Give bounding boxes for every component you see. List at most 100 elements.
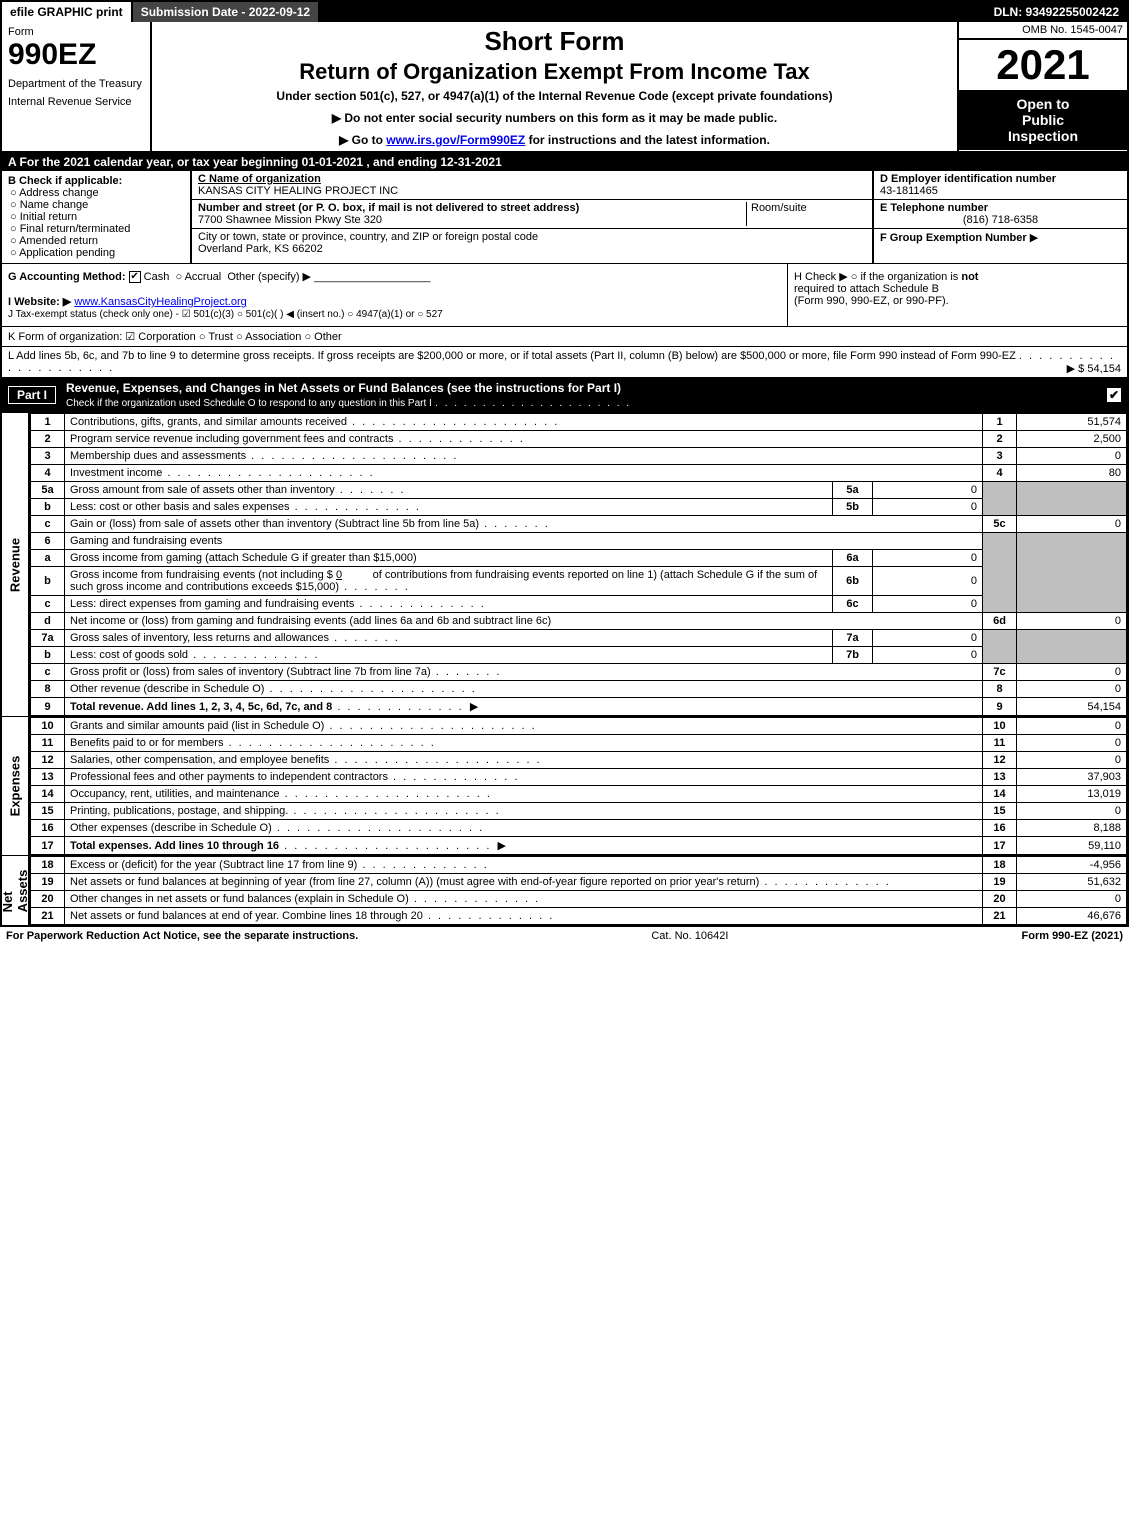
table-row: 3Membership dues and assessments30 [31, 448, 1127, 465]
table-row: dNet income or (loss) from gaming and fu… [31, 613, 1127, 630]
table-row: 15Printing, publications, postage, and s… [31, 803, 1127, 820]
footer-left: For Paperwork Reduction Act Notice, see … [6, 930, 358, 942]
part-1-tag: Part I [8, 386, 56, 404]
footer-right: Form 990-EZ (2021) [1022, 930, 1124, 942]
ein: 43-1811465 [880, 185, 938, 197]
table-row: 5aGross amount from sale of assets other… [31, 482, 1127, 499]
chk-address-change[interactable]: Address change [10, 187, 184, 199]
table-row: 21Net assets or fund balances at end of … [31, 908, 1127, 925]
table-row: bLess: cost of goods sold7b0 [31, 647, 1127, 664]
form-word: Form [8, 26, 144, 38]
room-suite-lbl: Room/suite [751, 202, 807, 214]
goto-pre: Go to [352, 133, 387, 147]
table-row: cGross profit or (loss) from sales of in… [31, 664, 1127, 681]
line-a: A For the 2021 calendar year, or tax yea… [2, 153, 1127, 171]
block-b-to-f: B Check if applicable: Address change Na… [2, 171, 1127, 264]
chk-cash[interactable] [129, 271, 141, 283]
dept-treasury: Department of the Treasury [8, 78, 144, 90]
chk-amended-return[interactable]: Amended return [10, 235, 184, 247]
expenses-table: 10Grants and similar amounts paid (list … [30, 717, 1127, 855]
short-form-title: Short Form [158, 26, 951, 57]
e-lbl: E Telephone number [880, 202, 988, 214]
table-row: 10Grants and similar amounts paid (list … [31, 718, 1127, 735]
net-assets-section: Net Assets 18Excess or (deficit) for the… [2, 855, 1127, 925]
line-k: K Form of organization: ☑ Corporation ○ … [2, 327, 1127, 347]
table-row: 17Total expenses. Add lines 10 through 1… [31, 837, 1127, 855]
table-row: 2Program service revenue including gover… [31, 431, 1127, 448]
irs-link[interactable]: www.irs.gov/Form990EZ [386, 133, 525, 147]
table-row: aGross income from gaming (attach Schedu… [31, 550, 1127, 567]
chk-initial-return[interactable]: Initial return [10, 211, 184, 223]
table-row: 7aGross sales of inventory, less returns… [31, 630, 1127, 647]
g-cash: Cash [144, 271, 170, 283]
l-text: L Add lines 5b, 6c, and 7b to line 9 to … [8, 350, 1016, 362]
goto-post: for instructions and the latest informat… [529, 133, 770, 147]
table-row: bLess: cost or other basis and sales exp… [31, 499, 1127, 516]
footer-cat-no: Cat. No. 10642I [358, 930, 1021, 942]
table-row: 9Total revenue. Add lines 1, 2, 3, 4, 5c… [31, 698, 1127, 716]
table-row: 8Other revenue (describe in Schedule O)8… [31, 681, 1127, 698]
open-line-3: Inspection [963, 128, 1123, 144]
omb-number: OMB No. 1545-0047 [959, 22, 1127, 40]
open-line-2: Public [963, 112, 1123, 128]
table-row: 20Other changes in net assets or fund ba… [31, 891, 1127, 908]
expenses-section: Expenses 10Grants and similar amounts pa… [2, 716, 1127, 855]
block-g-h: G Accounting Method: Cash ○ Accrual Othe… [2, 264, 1127, 327]
telephone: (816) 718-6358 [880, 214, 1121, 226]
tax-year: 2021 [959, 40, 1127, 90]
table-row: 18Excess or (deficit) for the year (Subt… [31, 857, 1127, 874]
sidebar-revenue: Revenue [8, 537, 23, 591]
part-1-header: Part I Revenue, Expenses, and Changes in… [2, 378, 1127, 412]
top-bar: efile GRAPHIC print Submission Date - 20… [2, 2, 1127, 22]
page-footer: For Paperwork Reduction Act Notice, see … [0, 927, 1129, 945]
l-amount: ▶ $ 54,154 [1067, 362, 1121, 375]
org-city: Overland Park, KS 66202 [198, 243, 323, 255]
c-city-lbl: City or town, state or province, country… [198, 231, 538, 243]
line-l: L Add lines 5b, 6c, and 7b to line 9 to … [2, 347, 1127, 378]
revenue-table: 1Contributions, gifts, grants, and simil… [30, 413, 1127, 716]
dln: DLN: 93492255002422 [986, 2, 1127, 22]
sidebar-net-assets: Net Assets [0, 869, 30, 912]
table-row: 13Professional fees and other payments t… [31, 769, 1127, 786]
table-row: 14Occupancy, rent, utilities, and mainte… [31, 786, 1127, 803]
submission-date: Submission Date - 2022-09-12 [133, 2, 320, 22]
website-link[interactable]: www.KansasCityHealingProject.org [74, 296, 246, 308]
part-1-title: Revenue, Expenses, and Changes in Net As… [66, 381, 621, 395]
h-not: not [961, 271, 978, 283]
table-row: 1Contributions, gifts, grants, and simil… [31, 414, 1127, 431]
part-1-checkbox[interactable]: ✔ [1107, 388, 1121, 402]
dept-irs: Internal Revenue Service [8, 96, 144, 108]
table-row: 6Gaming and fundraising events [31, 533, 1127, 550]
revenue-section: Revenue 1Contributions, gifts, grants, a… [2, 412, 1127, 716]
org-address: 7700 Shawnee Mission Pkwy Ste 320 [198, 214, 382, 226]
warning-ssn: Do not enter social security numbers on … [158, 111, 951, 125]
chk-name-change[interactable]: Name change [10, 199, 184, 211]
b-header: B Check if applicable: [8, 175, 184, 187]
chk-application-pending[interactable]: Application pending [10, 247, 184, 259]
g-accrual: Accrual [185, 271, 222, 283]
form-title: Return of Organization Exempt From Incom… [158, 59, 951, 85]
f-arrow: ▶ [1030, 232, 1038, 244]
c-name-lbl: C Name of organization [198, 173, 321, 185]
table-row: 12Salaries, other compensation, and empl… [31, 752, 1127, 769]
table-row: bGross income from fundraising events (n… [31, 567, 1127, 596]
h-line3: (Form 990, 990-EZ, or 990-PF). [794, 295, 949, 307]
form-number: 990EZ [8, 38, 144, 72]
chk-final-return[interactable]: Final return/terminated [10, 223, 184, 235]
g-lbl: G Accounting Method: [8, 271, 126, 283]
h-line2: required to attach Schedule B [794, 283, 939, 295]
g-other: Other (specify) ▶ [227, 271, 311, 283]
open-inspection: Open to Public Inspection [959, 90, 1127, 150]
part-1-sub: Check if the organization used Schedule … [66, 398, 432, 409]
table-row: 16Other expenses (describe in Schedule O… [31, 820, 1127, 837]
f-lbl: F Group Exemption Number [880, 232, 1027, 244]
d-lbl: D Employer identification number [880, 173, 1056, 185]
c-addr-lbl: Number and street (or P. O. box, if mail… [198, 202, 579, 214]
i-lbl: I Website: ▶ [8, 296, 71, 308]
line-j: J Tax-exempt status (check only one) - ☑… [8, 309, 443, 320]
net-assets-table: 18Excess or (deficit) for the year (Subt… [30, 856, 1127, 925]
table-row: cGain or (loss) from sale of assets othe… [31, 516, 1127, 533]
open-line-1: Open to [963, 96, 1123, 112]
form-subtitle: Under section 501(c), 527, or 4947(a)(1)… [158, 89, 951, 103]
table-row: 19Net assets or fund balances at beginni… [31, 874, 1127, 891]
